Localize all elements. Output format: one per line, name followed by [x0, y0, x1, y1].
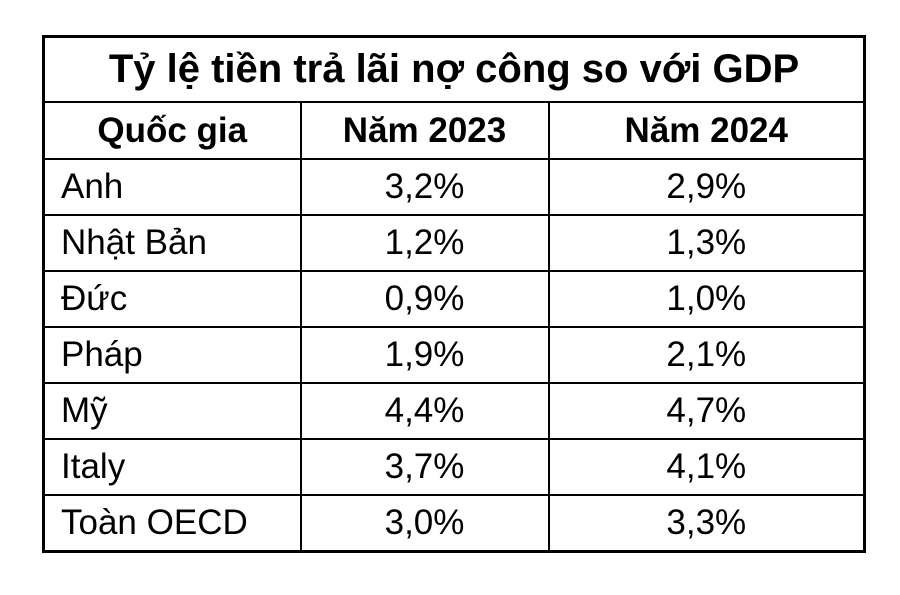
country-cell: Pháp — [42, 326, 302, 384]
table-row-my: Mỹ 4,4% 4,7% — [42, 382, 866, 440]
table-header-row: Quốc gia Năm 2023 Năm 2024 — [42, 101, 866, 160]
value-2023-cell: 0,9% — [299, 270, 550, 328]
country-cell: Đức — [42, 270, 302, 328]
value-2023-cell: 1,2% — [299, 214, 550, 272]
header-country: Quốc gia — [42, 101, 302, 160]
country-cell: Nhật Bản — [42, 214, 302, 272]
table-row-toan-oecd: Toàn OECD 3,0% 3,3% — [42, 494, 866, 553]
table-row-nhat-ban: Nhật Bản 1,2% 1,3% — [42, 214, 866, 272]
header-year-2024: Năm 2024 — [547, 101, 866, 160]
value-2024-cell: 2,9% — [547, 158, 866, 216]
value-2024-cell: 1,3% — [547, 214, 866, 272]
table-title-row: Tỷ lệ tiền trả lãi nợ công so với GDP — [42, 35, 866, 103]
country-cell: Toàn OECD — [42, 494, 302, 553]
table-title: Tỷ lệ tiền trả lãi nợ công so với GDP — [42, 35, 866, 103]
table-row-anh: Anh 3,2% 2,9% — [42, 158, 866, 216]
value-2024-cell: 4,1% — [547, 438, 866, 496]
value-2024-cell: 1,0% — [547, 270, 866, 328]
value-2023-cell: 1,9% — [299, 326, 550, 384]
value-2024-cell: 3,3% — [547, 494, 866, 553]
debt-interest-table-container: Tỷ lệ tiền trả lãi nợ công so với GDP Qu… — [42, 35, 867, 553]
country-cell: Anh — [42, 158, 302, 216]
table-row-duc: Đức 0,9% 1,0% — [42, 270, 866, 328]
table-row-italy: Italy 3,7% 4,1% — [42, 438, 866, 496]
value-2023-cell: 3,7% — [299, 438, 550, 496]
header-year-2023: Năm 2023 — [299, 101, 550, 160]
debt-interest-table: Tỷ lệ tiền trả lãi nợ công so với GDP Qu… — [42, 35, 867, 553]
value-2024-cell: 4,7% — [547, 382, 866, 440]
value-2023-cell: 4,4% — [299, 382, 550, 440]
country-cell: Mỹ — [42, 382, 302, 440]
value-2024-cell: 2,1% — [547, 326, 866, 384]
value-2023-cell: 3,2% — [299, 158, 550, 216]
table-row-phap: Pháp 1,9% 2,1% — [42, 326, 866, 384]
country-cell: Italy — [42, 438, 302, 496]
value-2023-cell: 3,0% — [299, 494, 550, 553]
